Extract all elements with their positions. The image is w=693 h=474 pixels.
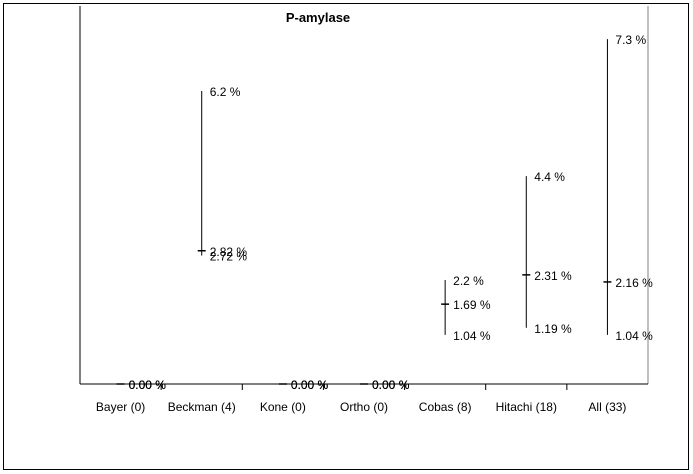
mean-label: 2.16 % — [615, 276, 653, 290]
high-label: 6.2 % — [210, 85, 241, 99]
x-tick-label: Hitachi (18) — [496, 400, 557, 414]
low-label: 0.00 % — [372, 378, 410, 392]
high-label: 2.2 % — [453, 274, 484, 288]
x-tick-label: Bayer (0) — [96, 400, 145, 414]
data-labels: 0.00 %0.00 %0.00 %6.2 %2.82 %2.72 %0.00 … — [129, 33, 654, 392]
mean-label: 0.00 % — [372, 378, 410, 392]
chart-title: P-amylase — [286, 10, 350, 25]
mean-label: 1.69 % — [453, 298, 491, 312]
x-tick-label: Beckman (4) — [168, 400, 236, 414]
high-label: 0.00 % — [291, 378, 329, 392]
low-label: 1.04 % — [453, 329, 491, 343]
low-label: 0.00 % — [291, 378, 329, 392]
low-label: 0.00 % — [129, 378, 167, 392]
low-label: 1.19 % — [534, 322, 572, 336]
high-label: 0.00 % — [129, 378, 167, 392]
data-marks — [116, 39, 612, 385]
x-tick-label: Kone (0) — [260, 400, 306, 414]
high-label: 0.00 % — [372, 378, 410, 392]
x-tick-label: Cobas (8) — [419, 400, 472, 414]
mean-label: 0.00 % — [129, 378, 167, 392]
chart-frame — [3, 3, 689, 470]
high-label: 4.4 % — [534, 170, 565, 184]
mean-label: 2.31 % — [534, 269, 572, 283]
x-ticks — [160, 384, 568, 390]
mean-label: 0.00 % — [291, 378, 329, 392]
high-label: 7.3 % — [615, 33, 646, 47]
low-label: 2.72 % — [210, 249, 248, 263]
low-label: 1.04 % — [615, 329, 653, 343]
mean-label: 2.82 % — [210, 245, 248, 259]
x-tick-label: Ortho (0) — [340, 400, 388, 414]
x-tick-labels: Bayer (0) Beckman (4) Kone (0) Ortho (0) Cob… — [96, 400, 627, 414]
x-tick-label: All (33) — [588, 400, 626, 414]
